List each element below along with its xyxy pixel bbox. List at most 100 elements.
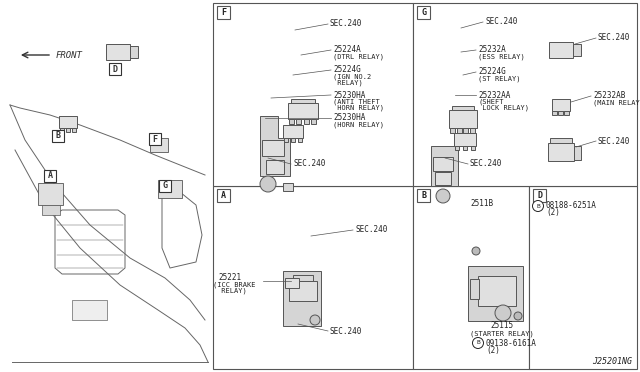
Circle shape [495, 305, 511, 321]
Bar [470, 145, 474, 150]
Bar [417, 189, 430, 202]
Text: RELAY): RELAY) [217, 288, 247, 294]
Bar [452, 106, 474, 110]
Text: (STARTER RELAY): (STARTER RELAY) [470, 331, 534, 337]
Bar [283, 183, 293, 191]
Text: LOCK RELAY): LOCK RELAY) [478, 105, 529, 111]
Text: SEC.240: SEC.240 [470, 160, 502, 169]
Bar [159, 180, 171, 192]
Text: J25201NG: J25201NG [592, 357, 632, 366]
Bar [550, 138, 572, 143]
Text: 25230HA: 25230HA [333, 90, 365, 99]
Circle shape [514, 312, 522, 320]
Text: (ESS RELAY): (ESS RELAY) [478, 54, 525, 60]
Text: (ANTI THEFT: (ANTI THEFT [333, 99, 380, 105]
Text: SEC.240: SEC.240 [598, 33, 630, 42]
Text: 25115: 25115 [490, 321, 513, 330]
Bar [217, 189, 230, 202]
Text: (SHEFT: (SHEFT [478, 99, 504, 105]
Text: RELAY): RELAY) [333, 80, 363, 86]
Bar [529, 186, 637, 369]
Text: G: G [421, 8, 426, 17]
Text: (2): (2) [546, 208, 560, 218]
Text: D: D [113, 64, 118, 74]
Bar [293, 275, 313, 281]
Bar [454, 145, 458, 150]
Circle shape [472, 247, 480, 255]
Text: FRONT: FRONT [56, 51, 83, 60]
Bar [158, 180, 182, 198]
Bar [213, 3, 413, 186]
Bar [150, 138, 168, 152]
Bar [283, 125, 303, 138]
Bar [470, 279, 479, 299]
Polygon shape [431, 146, 458, 186]
Bar [417, 6, 430, 19]
Bar [109, 63, 121, 75]
Bar [413, 3, 637, 186]
Bar [296, 119, 301, 124]
Bar [435, 172, 451, 185]
Text: 09138-6161A: 09138-6161A [486, 339, 537, 347]
Text: 25232AB: 25232AB [593, 92, 625, 100]
Bar [262, 140, 284, 156]
Bar [44, 170, 56, 182]
Bar [564, 111, 569, 115]
Bar [450, 128, 455, 133]
Text: B: B [421, 191, 426, 200]
Bar [552, 111, 557, 115]
Bar [289, 281, 317, 301]
Bar [266, 160, 284, 174]
Text: G: G [163, 182, 168, 190]
Text: HORN RELAY): HORN RELAY) [333, 105, 384, 111]
Text: F: F [221, 8, 226, 17]
Circle shape [472, 337, 483, 349]
Text: 25224G: 25224G [333, 65, 361, 74]
Text: (MAIN RELAY): (MAIN RELAY) [593, 100, 640, 106]
Text: A: A [47, 171, 52, 180]
Bar [72, 128, 76, 132]
Text: 25232AA: 25232AA [478, 90, 510, 99]
Bar [573, 44, 581, 56]
Text: SEC.240: SEC.240 [598, 137, 630, 145]
Bar [289, 119, 294, 124]
Circle shape [436, 189, 450, 203]
Text: (IGN NO.2: (IGN NO.2 [333, 74, 371, 80]
Bar [149, 133, 161, 145]
Bar [284, 138, 287, 141]
Polygon shape [260, 116, 290, 176]
Text: D: D [537, 191, 542, 200]
Bar [298, 138, 301, 141]
Polygon shape [468, 266, 523, 321]
Circle shape [260, 176, 276, 192]
Bar [552, 99, 570, 111]
Text: 2511B: 2511B [470, 199, 493, 208]
Bar [291, 99, 315, 103]
Text: A: A [221, 191, 226, 200]
Bar [311, 119, 316, 124]
Bar [478, 276, 516, 306]
Bar [413, 186, 529, 369]
Bar [548, 143, 574, 161]
Bar [433, 157, 453, 171]
Text: SEC.240: SEC.240 [293, 160, 325, 169]
Bar [463, 145, 467, 150]
Bar [470, 128, 475, 133]
Bar [285, 278, 299, 288]
Text: 08188-6251A: 08188-6251A [546, 202, 597, 211]
Text: 25221: 25221 [218, 273, 241, 282]
Text: (ST RELAY): (ST RELAY) [478, 76, 520, 82]
Text: 25232A: 25232A [478, 45, 506, 55]
Text: B: B [56, 131, 61, 141]
Bar [72, 300, 107, 320]
Bar [533, 189, 546, 202]
Bar [449, 110, 477, 128]
Text: SEC.240: SEC.240 [330, 19, 362, 29]
Circle shape [532, 201, 543, 212]
Text: (2): (2) [486, 346, 500, 355]
Bar [130, 46, 138, 58]
Bar [213, 186, 413, 369]
Text: (ICC BRAKE: (ICC BRAKE [213, 282, 255, 288]
Bar [52, 130, 64, 142]
Bar [574, 146, 581, 160]
